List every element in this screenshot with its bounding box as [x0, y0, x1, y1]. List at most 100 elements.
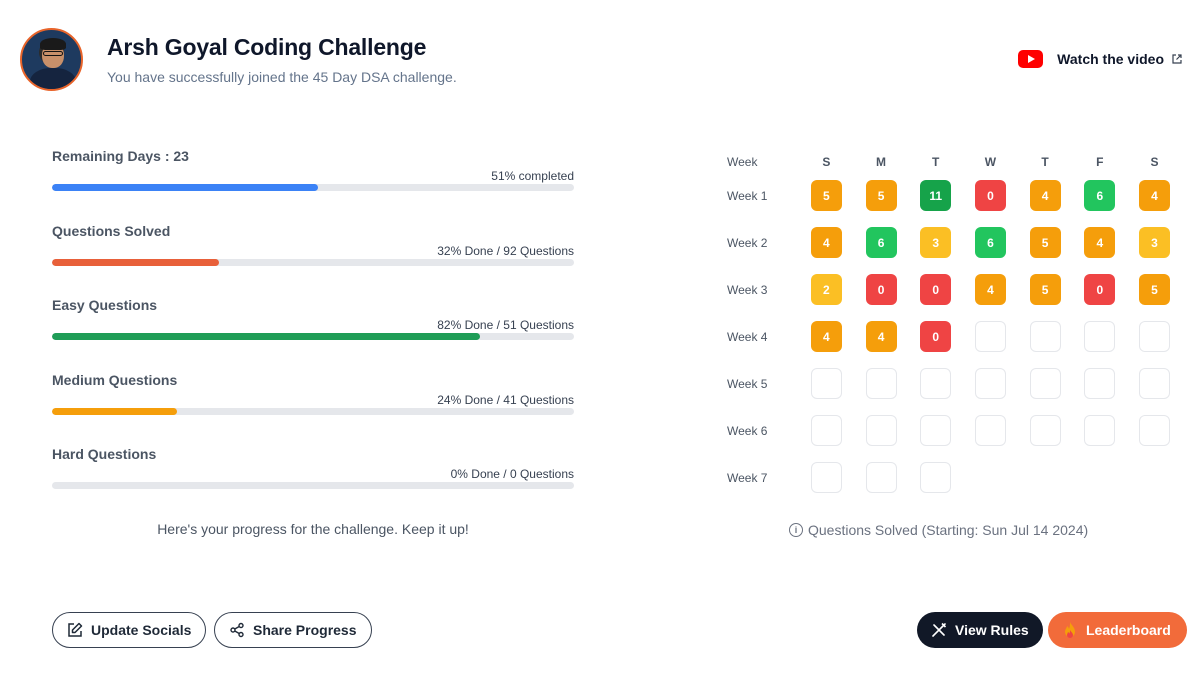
day-cell[interactable] [974, 321, 1006, 352]
day-cell[interactable] [865, 368, 897, 399]
day-cell[interactable]: 4 [974, 274, 1006, 305]
day-header: T [1041, 155, 1049, 169]
day-cell[interactable] [920, 415, 952, 446]
day-cell[interactable]: 3 [920, 227, 952, 258]
progress-label: Medium Questions [52, 371, 178, 388]
day-cell[interactable] [1138, 321, 1170, 352]
external-link-icon [1172, 54, 1182, 64]
day-cell[interactable]: 5 [1029, 274, 1061, 305]
week-label: Week 2 [727, 235, 768, 250]
share-icon [229, 622, 245, 638]
day-cell[interactable] [974, 415, 1006, 446]
progress-section: Remaining Days : 23 51% completed Question… [52, 148, 574, 521]
progress-track [52, 258, 574, 266]
day-cell[interactable]: 6 [974, 227, 1006, 258]
progress-item: Hard Questions 0% Done / 0 Questions [52, 446, 574, 521]
day-cell[interactable] [810, 415, 842, 446]
edit-icon [67, 622, 83, 638]
week-label: Week 5 [727, 376, 768, 391]
page-subtitle: You have successfully joined the 45 Day … [107, 69, 457, 85]
calendar-header: Week S M T W T F S [727, 152, 1182, 172]
day-cell[interactable] [1029, 415, 1061, 446]
day-cell[interactable]: 4 [1084, 227, 1116, 258]
day-cell[interactable] [1084, 368, 1116, 399]
day-cell[interactable] [810, 368, 842, 399]
day-cell[interactable]: 5 [810, 180, 842, 211]
day-cell[interactable] [920, 462, 952, 493]
progress-item: Medium Questions 24% Done / 41 Questions [52, 372, 574, 447]
day-cell[interactable]: 4 [810, 227, 842, 258]
day-cell[interactable] [1029, 368, 1061, 399]
day-header: F [1096, 155, 1104, 169]
progress-fill [52, 184, 319, 191]
day-cell[interactable] [865, 462, 897, 493]
view-rules-button[interactable]: View Rules [917, 612, 1043, 648]
calendar-week-row: Week 6 [727, 407, 1182, 454]
day-cell[interactable]: 4 [1029, 180, 1061, 211]
calendar-note: i Questions Solved (Starting: Sun Jul 14… [789, 522, 1088, 538]
progress-track [52, 407, 574, 415]
day-cell[interactable]: 2 [810, 274, 842, 305]
calendar-note-text: Questions Solved (Starting: Sun Jul 14 2… [808, 522, 1089, 538]
day-cell[interactable] [1029, 321, 1061, 352]
progress-stat: 24% Done / 41 Questions [437, 392, 574, 407]
day-cell[interactable] [1138, 415, 1170, 446]
fire-icon [1062, 621, 1078, 639]
day-cell[interactable] [1084, 321, 1116, 352]
leaderboard-label: Leaderboard [1086, 622, 1171, 638]
update-socials-button[interactable]: Update Socials [52, 612, 207, 648]
day-cell[interactable]: 11 [920, 180, 952, 211]
day-cell[interactable]: 0 [974, 180, 1006, 211]
progress-fill [52, 333, 481, 340]
day-cell[interactable] [920, 368, 952, 399]
progress-track [52, 482, 574, 489]
day-cell[interactable]: 0 [920, 274, 952, 305]
watch-video-link[interactable]: Watch the video [1018, 50, 1182, 68]
day-cell[interactable]: 5 [1138, 274, 1170, 305]
week-label: Week 6 [727, 423, 768, 438]
day-cell[interactable]: 0 [1084, 274, 1116, 305]
day-cell[interactable]: 0 [920, 321, 952, 352]
leaderboard-button[interactable]: Leaderboard [1048, 612, 1187, 648]
day-cell[interactable] [1084, 415, 1116, 446]
day-cell[interactable]: 6 [1084, 180, 1116, 211]
view-rules-label: View Rules [955, 622, 1029, 638]
day-cell[interactable]: 6 [865, 227, 897, 258]
day-cell[interactable]: 4 [810, 321, 842, 352]
day-cell[interactable] [1138, 368, 1170, 399]
day-cell[interactable] [974, 368, 1006, 399]
week-label: Week 3 [727, 282, 768, 297]
calendar-week-row: Week 5 [727, 360, 1182, 407]
page-header: Arsh Goyal Coding Challenge You have suc… [20, 28, 457, 91]
progress-label: Remaining Days : 23 [52, 148, 189, 164]
tools-icon [931, 622, 947, 638]
day-cell[interactable]: 5 [1029, 227, 1061, 258]
day-cell[interactable] [810, 462, 842, 493]
share-progress-button[interactable]: Share Progress [214, 612, 372, 648]
progress-stat: 0% Done / 0 Questions [450, 467, 574, 481]
progress-label: Easy Questions [52, 297, 158, 313]
day-cell[interactable]: 4 [1138, 180, 1170, 211]
day-cell[interactable] [865, 415, 897, 446]
day-header: T [932, 155, 940, 169]
avatar [20, 28, 83, 91]
day-cell[interactable]: 3 [1138, 227, 1170, 258]
page-title: Arsh Goyal Coding Challenge [107, 34, 427, 60]
calendar-week-row: Week 7 [727, 454, 1182, 501]
week-label: Week 4 [727, 329, 768, 344]
progress-item: Questions Solved 32% Done / 92 Questions [52, 223, 574, 298]
day-cell[interactable]: 4 [865, 321, 897, 352]
day-cell[interactable]: 0 [865, 274, 897, 305]
day-header: S [1150, 155, 1159, 169]
update-socials-label: Update Socials [91, 622, 192, 638]
progress-label: Questions Solved [52, 222, 171, 239]
youtube-icon [1018, 50, 1044, 68]
progress-track [52, 333, 574, 340]
day-cell[interactable]: 5 [865, 180, 897, 211]
progress-track [52, 184, 574, 191]
week-header: Week [727, 155, 758, 169]
info-icon: i [789, 523, 803, 537]
progress-item: Remaining Days : 23 51% completed [52, 148, 574, 223]
